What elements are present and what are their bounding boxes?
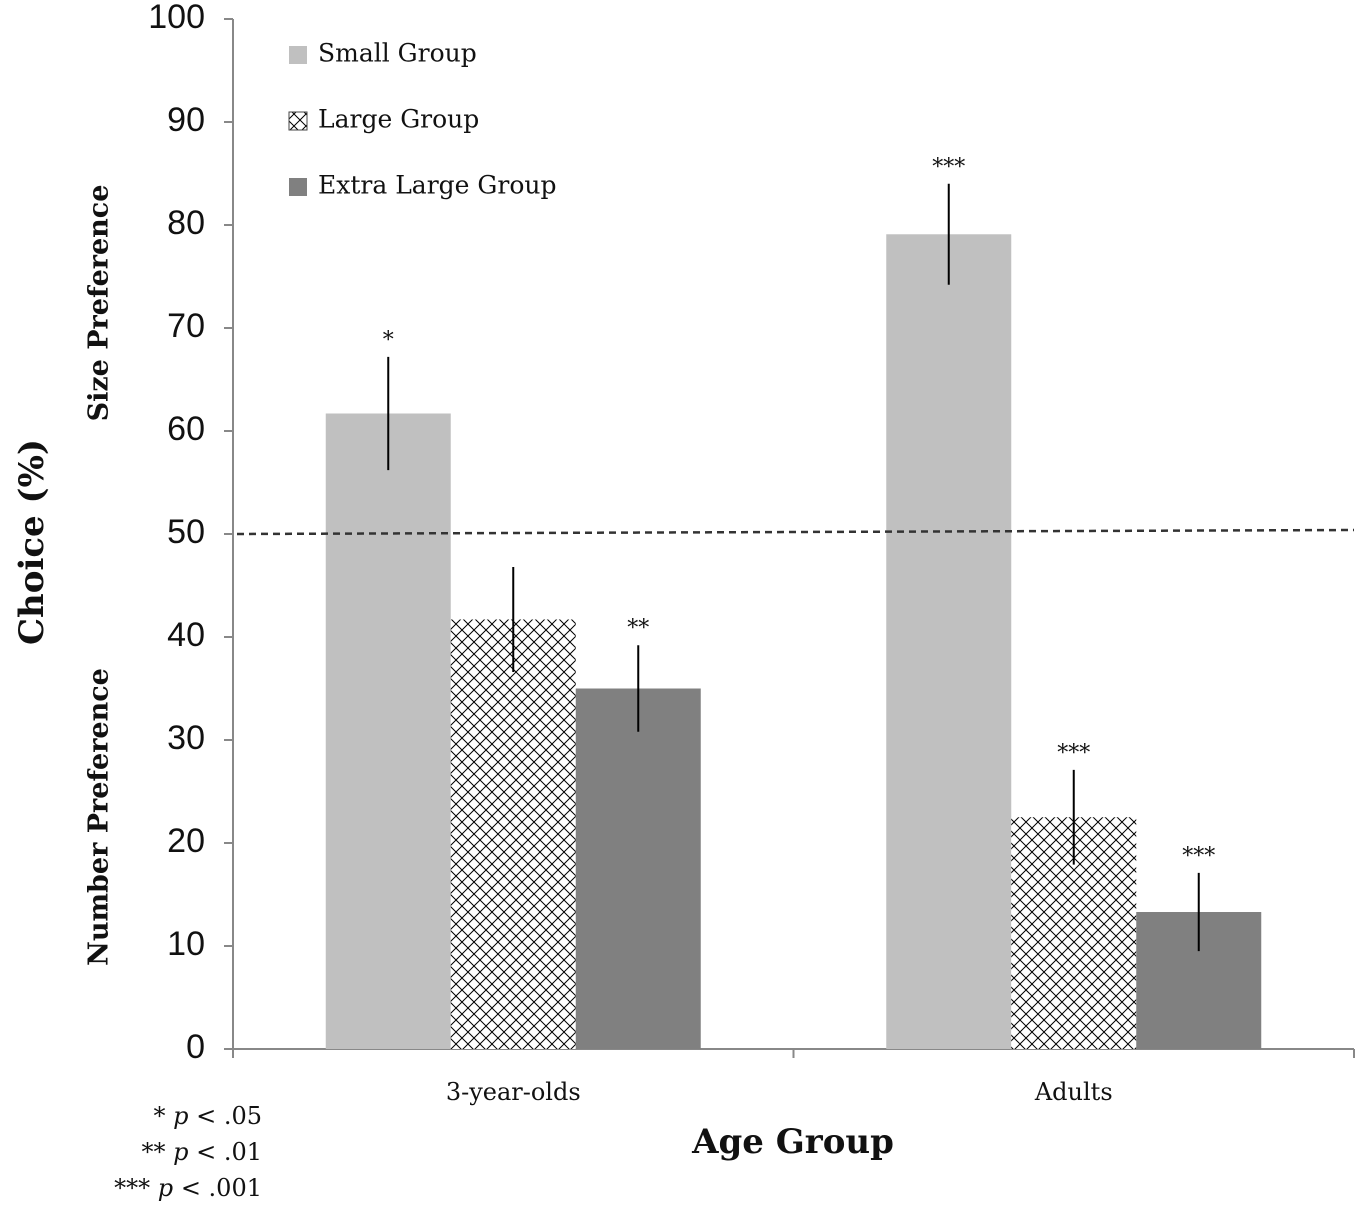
y-tick-label: 90 [167, 101, 205, 139]
significance-label: * [383, 328, 394, 353]
y-axis-title: Choice (%) [12, 439, 52, 645]
reference-line-50 [236, 528, 1355, 536]
bar [575, 688, 701, 1049]
labels-layer: 0102030405060708090100***3-year-olds****… [148, 0, 1215, 1106]
significance-footnote: * p < .05 ** p < .01 *** p < .001 [60, 1098, 262, 1206]
footnote-line-2: ** p < .01 [141, 1138, 262, 1166]
y-tick-label: 0 [186, 1028, 205, 1066]
legend: Small Group Large Group Extra Large Group [288, 39, 556, 200]
legend-label: Small Group [318, 39, 477, 68]
x-tick-label: Adults [1034, 1078, 1113, 1106]
y-axis-lower-label: Number Preference [84, 668, 115, 966]
y-tick-label: 20 [167, 822, 205, 860]
y-tick-label: 100 [148, 0, 205, 36]
y-tick-label: 30 [167, 719, 205, 757]
bar [450, 619, 576, 1049]
significance-label: *** [932, 155, 965, 180]
legend-label: Extra Large Group [318, 171, 556, 200]
legend-swatch [289, 46, 307, 64]
y-tick-label: 70 [167, 307, 205, 345]
bar [325, 413, 451, 1049]
significance-label: ** [627, 616, 649, 641]
legend-label: Large Group [318, 105, 479, 134]
y-axis-upper-label: Size Preference [84, 185, 115, 422]
y-tick-label: 50 [167, 513, 205, 551]
significance-label: *** [1057, 741, 1090, 766]
footnote-line-1: * p < .05 [153, 1102, 262, 1130]
y-tick-label: 80 [167, 204, 205, 242]
y-tick-label: 10 [167, 925, 205, 963]
bar [886, 234, 1012, 1049]
x-axis-title: Age Group [691, 1122, 894, 1162]
footnote-line-3: *** p < .001 [114, 1174, 262, 1202]
y-tick-label: 60 [167, 410, 205, 448]
x-tick-label: 3-year-olds [446, 1078, 581, 1106]
bars-layer [236, 183, 1355, 1049]
legend-swatch [288, 111, 308, 131]
legend-swatch [289, 178, 307, 196]
y-tick-label: 40 [167, 616, 205, 654]
significance-label: *** [1182, 844, 1215, 869]
